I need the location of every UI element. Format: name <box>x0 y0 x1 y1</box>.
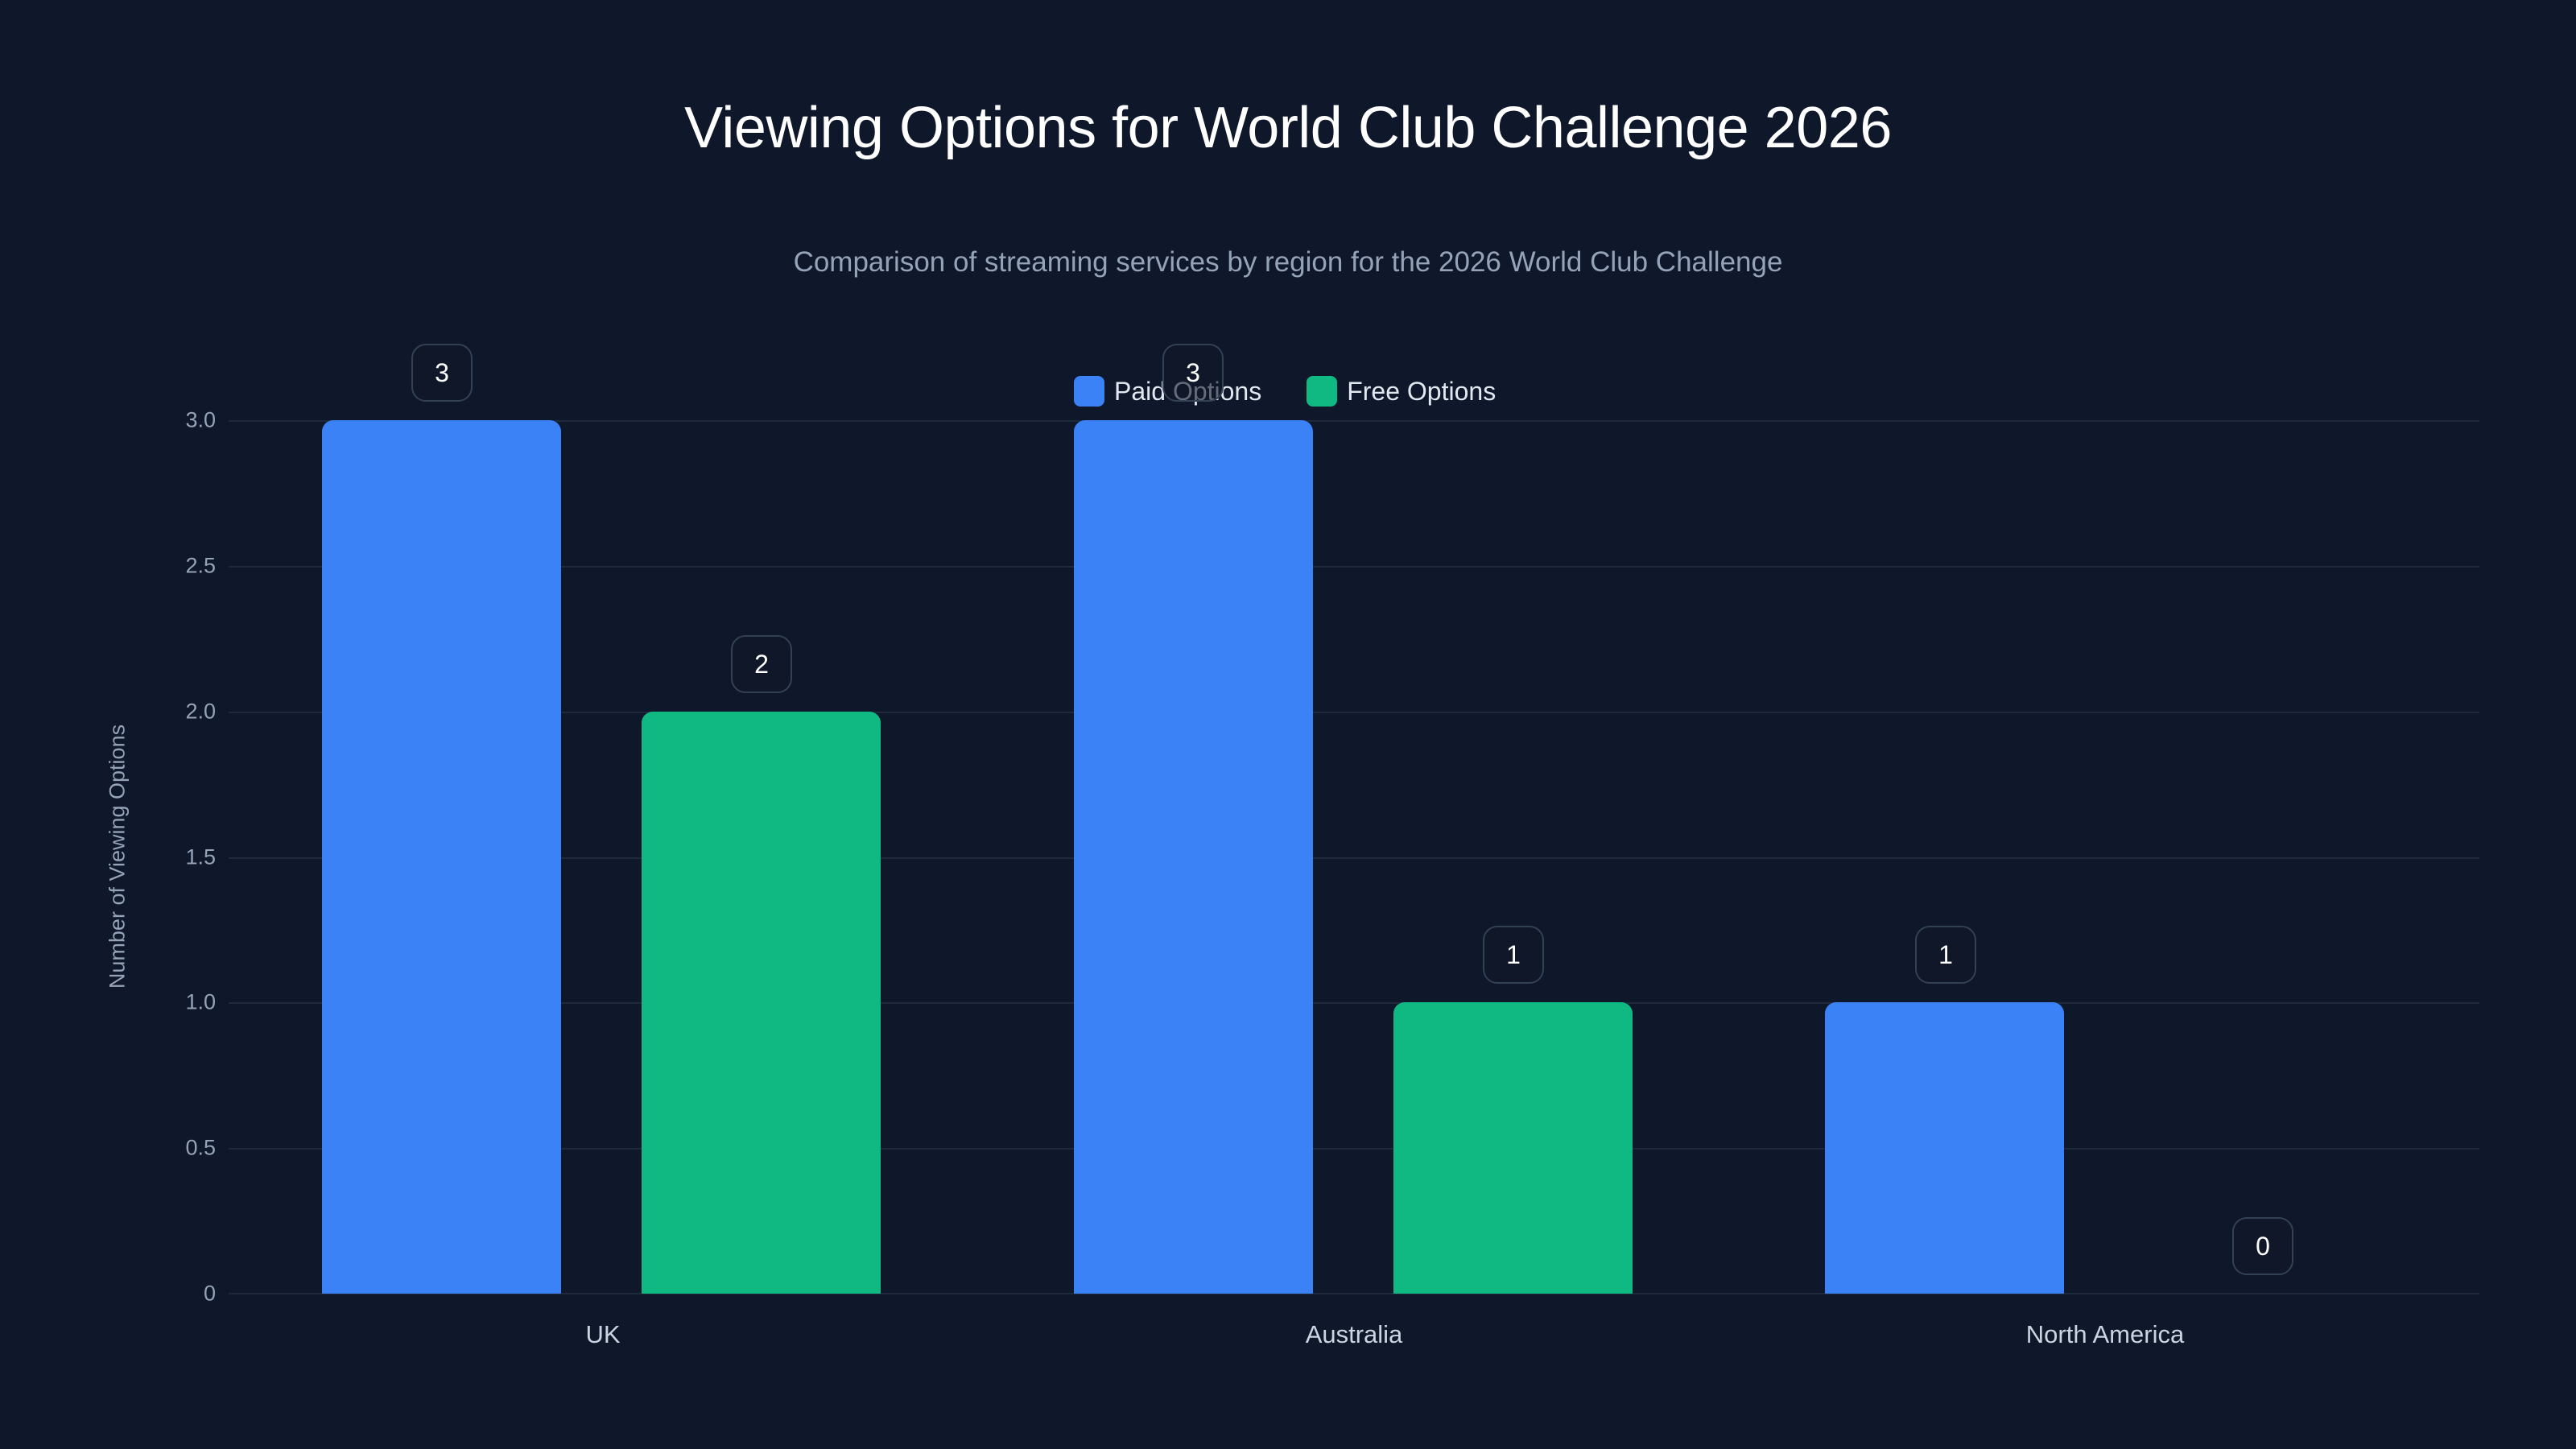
value-label-north-america-free: 0 <box>2232 1217 2293 1275</box>
legend-label-free: Free Options <box>1347 376 1496 406</box>
legend-item-free[interactable]: Free Options <box>1307 376 1496 407</box>
bar-north-america-paid[interactable] <box>1825 1002 2064 1294</box>
gridline-2-5 <box>229 566 2479 568</box>
y-tick-1-5: 1.5 <box>185 844 216 869</box>
value-label-uk-free: 2 <box>731 635 792 693</box>
bar-australia-paid[interactable] <box>1074 420 1313 1294</box>
gridline-2-0 <box>229 712 2479 713</box>
chart-subtitle: Comparison of streaming services by regi… <box>793 246 1783 278</box>
y-tick-1-0: 1.0 <box>185 989 216 1014</box>
gridline-3-0 <box>229 420 2479 422</box>
x-tick-australia: Australia <box>1305 1320 1403 1348</box>
gridline-0-5 <box>229 1148 2479 1150</box>
value-label-australia-paid: 3 <box>1162 344 1224 402</box>
value-label-north-america-paid: 1 <box>1915 926 1976 984</box>
legend: Paid Options Free Options <box>1074 374 1496 408</box>
bar-uk-free[interactable] <box>642 712 881 1294</box>
x-tick-uk: UK <box>585 1320 621 1348</box>
y-tick-0: 0 <box>203 1281 216 1306</box>
x-tick-north-america: North America <box>2025 1320 2185 1348</box>
y-tick-2-0: 2.0 <box>185 699 216 724</box>
gridline-1-0 <box>229 1002 2479 1004</box>
y-tick-3-0: 3.0 <box>185 407 216 432</box>
free-swatch-icon <box>1307 376 1338 407</box>
bar-uk-paid[interactable] <box>322 420 561 1294</box>
value-label-uk-paid: 3 <box>411 344 473 402</box>
value-label-australia-free: 1 <box>1483 926 1544 984</box>
y-tick-0-5: 0.5 <box>185 1135 216 1160</box>
plot-area: 3.0 2.5 2.0 1.5 1.0 0.5 0 <box>185 408 2479 1306</box>
gridline-1-5 <box>229 857 2479 859</box>
y-tick-2-5: 2.5 <box>185 553 216 578</box>
bar-australia-free[interactable] <box>1393 1002 1633 1294</box>
chart-title: Viewing Options for World Club Challenge… <box>684 96 1892 160</box>
gridline-0 <box>229 1293 2479 1294</box>
paid-swatch-icon <box>1074 376 1104 407</box>
